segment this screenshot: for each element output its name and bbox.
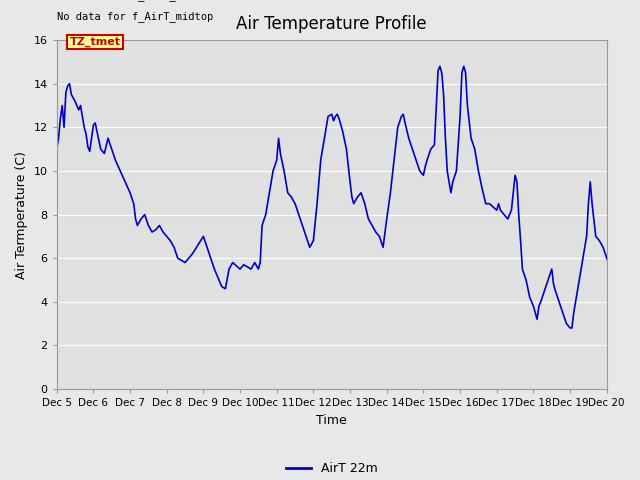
Text: No data for f_AirT_midtop: No data for f_AirT_midtop bbox=[57, 12, 213, 23]
Y-axis label: Air Termperature (C): Air Termperature (C) bbox=[15, 151, 28, 278]
X-axis label: Time: Time bbox=[316, 414, 347, 427]
Title: Air Temperature Profile: Air Temperature Profile bbox=[236, 15, 427, 33]
Legend: AirT 22m: AirT 22m bbox=[281, 457, 383, 480]
Text: TZ_tmet: TZ_tmet bbox=[70, 37, 120, 47]
Text: No data for f_AirT_midlow: No data for f_AirT_midlow bbox=[57, 0, 213, 1]
